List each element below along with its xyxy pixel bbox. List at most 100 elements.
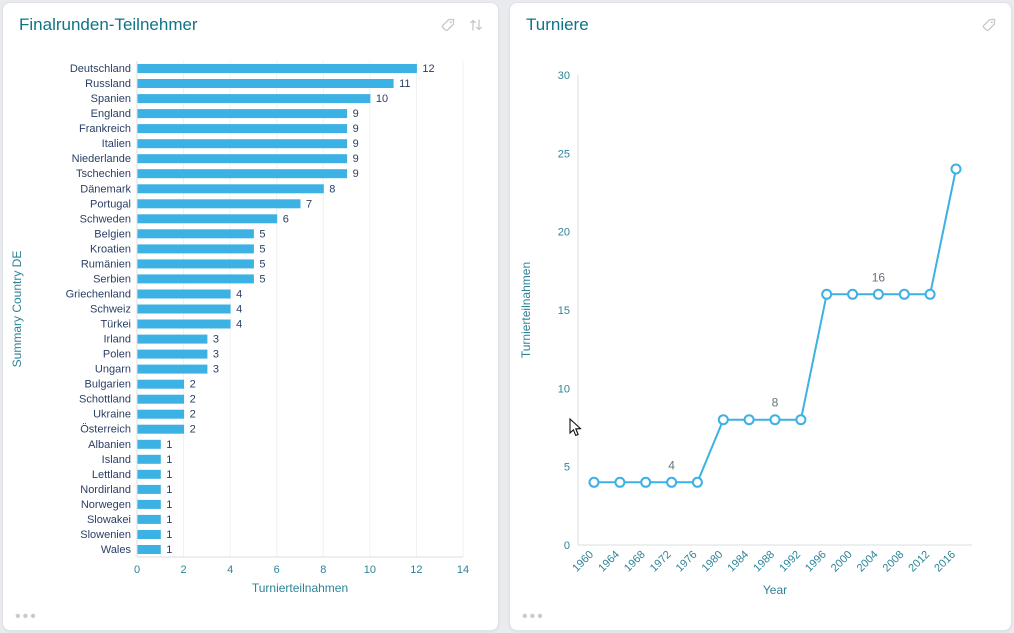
- bar-chart-finalrunden[interactable]: 0 2 4 6 8 10 12 14 Deutschland 12 Russland 11 Spanie…: [3, 49, 498, 601]
- svg-text:2016: 2016: [932, 549, 958, 575]
- svg-text:Summary Country DE: Summary Country DE: [10, 251, 24, 368]
- svg-text:Österreich: Österreich: [80, 424, 131, 436]
- svg-text:Ukraine: Ukraine: [93, 409, 131, 421]
- svg-text:3: 3: [213, 334, 219, 346]
- svg-text:1: 1: [166, 529, 172, 541]
- svg-text:16: 16: [872, 270, 886, 284]
- svg-text:1: 1: [166, 439, 172, 451]
- svg-text:Irland: Irland: [103, 334, 131, 346]
- svg-text:2: 2: [181, 564, 187, 576]
- svg-text:9: 9: [353, 123, 359, 135]
- svg-text:12: 12: [422, 63, 434, 75]
- svg-text:10: 10: [364, 564, 376, 576]
- svg-text:1: 1: [166, 499, 172, 511]
- svg-text:1968: 1968: [622, 549, 648, 575]
- svg-text:England: England: [91, 108, 131, 120]
- svg-text:Turnierteilnahmen: Turnierteilnahmen: [519, 262, 533, 358]
- svg-text:11: 11: [399, 78, 410, 90]
- card-finalrunden-teilnehmer: Finalrunden-Teilnehmer 0 2 4 6 8 10 12 14 Deutsc…: [2, 2, 499, 631]
- svg-text:1960: 1960: [570, 549, 596, 575]
- svg-text:Polen: Polen: [103, 349, 131, 361]
- svg-text:Island: Island: [102, 454, 131, 466]
- svg-text:7: 7: [306, 198, 312, 210]
- svg-text:5: 5: [564, 462, 570, 474]
- svg-text:8: 8: [320, 564, 326, 576]
- svg-text:1996: 1996: [803, 549, 829, 575]
- card-title: Finalrunden-Teilnehmer: [19, 15, 198, 34]
- svg-text:Belgien: Belgien: [94, 228, 131, 240]
- svg-text:9: 9: [353, 153, 359, 165]
- svg-text:5: 5: [259, 258, 265, 270]
- svg-text:Russland: Russland: [85, 78, 131, 90]
- svg-text:Niederlande: Niederlande: [72, 153, 131, 165]
- svg-text:Year: Year: [763, 583, 787, 597]
- svg-text:4: 4: [236, 289, 242, 301]
- svg-text:2: 2: [190, 394, 196, 406]
- svg-text:0: 0: [134, 564, 140, 576]
- svg-text:Slowenien: Slowenien: [80, 529, 131, 541]
- svg-text:1980: 1980: [700, 549, 726, 575]
- svg-text:Schweden: Schweden: [80, 213, 131, 225]
- svg-text:Turnierteilnahmen: Turnierteilnahmen: [252, 581, 348, 595]
- svg-text:Kroatien: Kroatien: [90, 243, 131, 255]
- card-header-icons: [981, 17, 997, 33]
- svg-text:Slowakei: Slowakei: [87, 514, 131, 526]
- svg-text:Schweiz: Schweiz: [90, 304, 131, 316]
- svg-text:4: 4: [236, 304, 242, 316]
- svg-text:Schottland: Schottland: [79, 394, 131, 406]
- svg-text:Serbien: Serbien: [93, 273, 131, 285]
- svg-text:9: 9: [353, 108, 359, 120]
- svg-text:8: 8: [772, 396, 779, 410]
- more-options-icon[interactable]: •••: [15, 608, 38, 625]
- card-header: Finalrunden-Teilnehmer: [3, 3, 498, 49]
- svg-text:6: 6: [274, 564, 280, 576]
- sort-icon[interactable]: [468, 17, 484, 33]
- card-footer: •••: [510, 608, 1011, 630]
- svg-text:6: 6: [283, 213, 289, 225]
- svg-text:Griechenland: Griechenland: [66, 289, 131, 301]
- svg-text:1: 1: [166, 484, 172, 496]
- more-options-icon[interactable]: •••: [522, 608, 545, 625]
- svg-text:14: 14: [457, 564, 469, 576]
- svg-text:2008: 2008: [881, 549, 907, 575]
- svg-text:Dänemark: Dänemark: [80, 183, 131, 195]
- svg-text:Wales: Wales: [101, 544, 132, 556]
- svg-text:4: 4: [236, 319, 242, 331]
- svg-text:2: 2: [190, 379, 196, 391]
- svg-text:Frankreich: Frankreich: [79, 123, 131, 135]
- svg-text:12: 12: [410, 564, 422, 576]
- svg-text:Italien: Italien: [102, 138, 131, 150]
- svg-text:20: 20: [558, 227, 570, 239]
- svg-text:1: 1: [166, 514, 172, 526]
- svg-text:2012: 2012: [906, 549, 932, 575]
- svg-text:30: 30: [558, 70, 570, 82]
- svg-text:Türkei: Türkei: [100, 319, 131, 331]
- svg-text:2: 2: [190, 409, 196, 421]
- svg-text:4: 4: [668, 458, 675, 472]
- svg-text:Albanien: Albanien: [88, 439, 131, 451]
- tag-icon[interactable]: [981, 17, 997, 33]
- svg-text:Nordirland: Nordirland: [80, 484, 131, 496]
- svg-text:Deutschland: Deutschland: [70, 63, 131, 75]
- svg-text:1: 1: [166, 544, 172, 556]
- svg-text:Portugal: Portugal: [90, 198, 131, 210]
- card-header-icons: [440, 17, 484, 33]
- card-turniere: Turniere 0 5 10 15 20 25 30 1960 1964 1968 1972 197…: [509, 2, 1012, 631]
- card-header: Turniere: [510, 3, 1011, 49]
- svg-text:3: 3: [213, 349, 219, 361]
- card-title: Turniere: [526, 15, 589, 34]
- svg-text:1: 1: [166, 454, 172, 466]
- svg-text:1964: 1964: [596, 549, 622, 575]
- tag-icon[interactable]: [440, 17, 456, 33]
- svg-text:Lettland: Lettland: [92, 469, 131, 481]
- svg-text:Ungarn: Ungarn: [95, 364, 131, 376]
- svg-text:9: 9: [353, 168, 359, 180]
- svg-text:1972: 1972: [648, 549, 674, 575]
- svg-text:1988: 1988: [751, 549, 777, 575]
- svg-text:1976: 1976: [674, 549, 700, 575]
- svg-text:4: 4: [227, 564, 233, 576]
- svg-text:Spanien: Spanien: [91, 93, 131, 105]
- line-chart-turniere[interactable]: 0 5 10 15 20 25 30 1960 1964 1968 1972 1976 1980 1984…: [510, 49, 1011, 601]
- svg-text:1992: 1992: [777, 549, 803, 575]
